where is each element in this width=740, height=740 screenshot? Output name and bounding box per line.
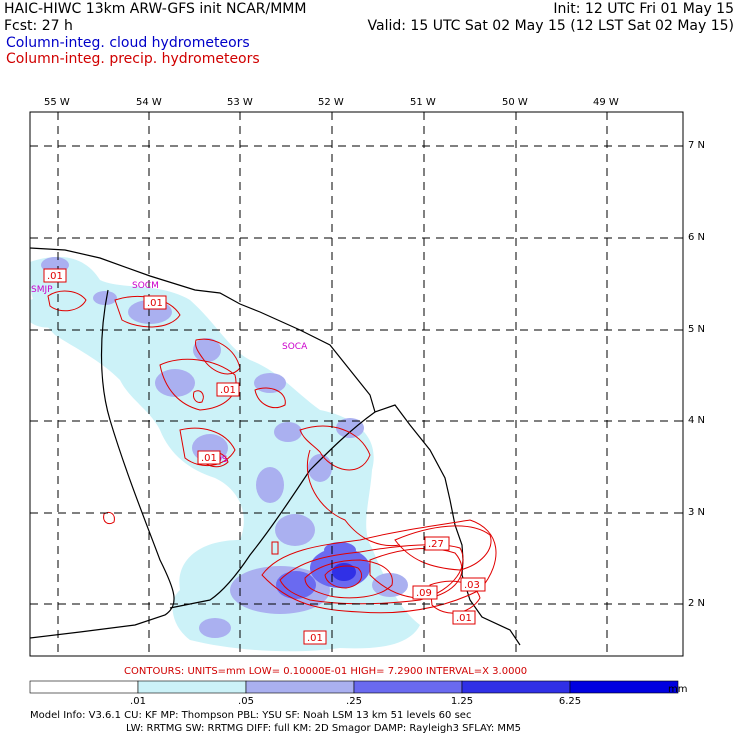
lon-label: 49 W [593,97,619,108]
lon-label: 55 W [44,97,70,108]
lat-lon-grid [30,112,683,656]
contour-label: .01 [220,385,236,396]
lon-label: 53 W [227,97,253,108]
model-info-line1: Model Info: V3.6.1 CU: KF MP: Thompson P… [30,710,472,721]
lat-label: 2 N [688,598,706,609]
contour-label: .03 [464,580,480,591]
contour-label: .01 [307,633,323,644]
colorbar: .01 .05 .25 1.25 6.25 mm [29,680,687,707]
colorbar-bin [461,680,571,694]
contour-label: .01 [47,271,63,282]
colorbar-label: .01 [130,696,146,707]
colorbar-bin [245,680,355,694]
contour-label: .01 [456,613,472,624]
legend-cloud-hydrometeors: Column-integ. cloud hydrometeors [6,35,250,51]
contour-label: .01 [147,298,163,309]
model-info-line2: LW: RRTMG SW: RRTMG DIFF: full KM: 2D Sm… [126,723,522,734]
colorbar-label: 6.25 [559,696,581,707]
cloud-shading-medium [41,257,408,638]
station-label: SOCM [132,281,159,291]
lat-label: 5 N [688,324,706,335]
colorbar-bin [569,680,679,694]
lat-label: 7 N [688,140,706,151]
lat-label: 3 N [688,507,706,518]
colorbar-label: .05 [238,696,254,707]
contour-label: .09 [416,588,432,599]
colorbar-label: .25 [346,696,362,707]
colorbar-label: 1.25 [451,696,473,707]
colorbar-bin [353,680,463,694]
contour-label-group: .01 .01 .01 .01 .27 .09 .03 .01 .01 [43,268,486,645]
lon-label: 51 W [410,97,436,108]
station-label: SMJP [31,285,53,295]
legend-precip-hydrometeors: Column-integ. precip. hydrometeors [6,51,260,67]
lat-label: 4 N [688,415,706,426]
lon-label: 52 W [318,97,344,108]
colorbar-bin [29,680,139,694]
valid-time: Valid: 15 UTC Sat 02 May 15 (12 LST Sat … [367,18,734,34]
colorbar-bin [137,680,247,694]
frame-ticks [57,112,683,605]
station-label: SOCA [282,342,308,352]
lon-label: 50 W [502,97,528,108]
plot-title: HAIC-HIWC 13km ARW-GFS init NCAR/MMM [4,1,307,17]
lon-label: 54 W [136,97,162,108]
init-time: Init: 12 UTC Fri 01 May 15 [553,1,734,17]
contour-info: CONTOURS: UNITS=mm LOW= 0.10000E-01 HIGH… [124,666,528,677]
map-content: SOCM SMJP SOCA SBOS .01 .01 .01 .01 .27 … [30,112,683,656]
contour-label: .27 [428,539,444,550]
map-frame [29,111,684,657]
lat-label: 6 N [688,232,706,243]
colorbar-units: mm [668,684,687,695]
forecast-hour: Fcst: 27 h [4,18,73,34]
contour-label: .01 [201,453,217,464]
